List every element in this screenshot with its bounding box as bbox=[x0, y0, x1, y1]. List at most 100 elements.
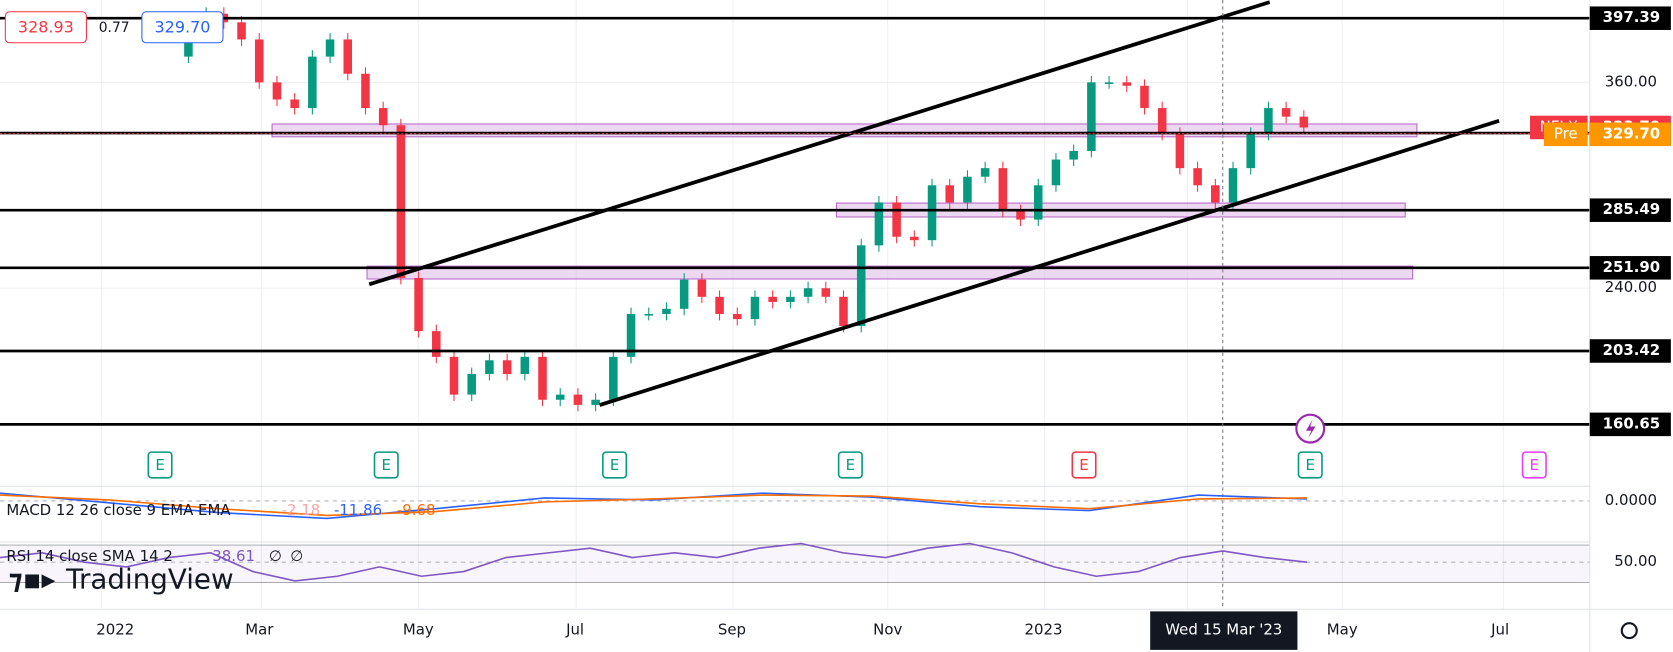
rsi-readout: ∅ bbox=[290, 547, 303, 565]
settings-icon[interactable] bbox=[1620, 622, 1638, 640]
candle bbox=[1051, 159, 1061, 186]
level-box bbox=[1589, 6, 1671, 30]
time-label: 2023 bbox=[1025, 621, 1063, 639]
candle bbox=[538, 356, 547, 400]
candle bbox=[892, 202, 901, 237]
candle bbox=[1299, 116, 1309, 128]
candle bbox=[1069, 150, 1078, 160]
candle bbox=[609, 356, 618, 400]
candle bbox=[910, 236, 919, 241]
time-label: Sep bbox=[718, 621, 746, 639]
level-label: 285.49 bbox=[1603, 200, 1661, 218]
candle bbox=[378, 108, 388, 126]
time-label: May bbox=[1327, 621, 1358, 639]
macd-readout: -2.18 bbox=[282, 501, 321, 519]
candle bbox=[750, 296, 760, 320]
candle bbox=[573, 394, 583, 405]
candle bbox=[803, 288, 813, 297]
candle bbox=[715, 296, 724, 314]
candle bbox=[254, 39, 264, 83]
spread: 0.77 bbox=[99, 20, 130, 36]
event-marker bbox=[1521, 451, 1547, 479]
candle bbox=[432, 331, 441, 357]
crosshair-box bbox=[1150, 611, 1298, 650]
candle bbox=[998, 168, 1008, 212]
candle bbox=[874, 202, 884, 246]
price-axis bbox=[1589, 0, 1673, 610]
candle bbox=[396, 125, 406, 278]
candle bbox=[290, 99, 299, 109]
event-marker bbox=[1297, 451, 1323, 479]
time-label: Jul bbox=[1490, 621, 1509, 639]
candle bbox=[1104, 82, 1114, 84]
macd-tick-label: 0.0000 bbox=[1605, 491, 1657, 509]
candle bbox=[414, 277, 423, 332]
rsi-line bbox=[0, 542, 1308, 582]
candle bbox=[697, 279, 707, 297]
ask: 329.70 bbox=[154, 17, 210, 36]
candle bbox=[821, 288, 831, 297]
logo-mark: ⁊▪▸ bbox=[9, 562, 56, 595]
grid bbox=[0, 0, 1590, 610]
candle bbox=[1246, 133, 1255, 169]
price-tick-label: 360.00 bbox=[1605, 72, 1657, 90]
price-tick-label: 240.00 bbox=[1605, 278, 1657, 296]
macd-readout: -9.68 bbox=[397, 501, 436, 519]
premarket-value: 329.70 bbox=[1603, 124, 1661, 142]
ask-box bbox=[141, 11, 224, 44]
candle bbox=[1281, 108, 1291, 117]
level-label: 203.42 bbox=[1603, 341, 1661, 359]
level-box bbox=[1589, 198, 1671, 222]
event-label: E bbox=[155, 456, 164, 474]
candle bbox=[520, 356, 530, 375]
macd-label: MACD 12 26 close 9 EMA EMA bbox=[6, 501, 231, 519]
candle bbox=[856, 245, 866, 326]
level-box bbox=[1589, 339, 1671, 363]
event-label: E bbox=[1306, 456, 1315, 474]
indicators bbox=[0, 492, 1590, 582]
macd-line bbox=[0, 492, 1308, 520]
candle bbox=[1033, 185, 1043, 220]
event-label: E bbox=[1530, 456, 1539, 474]
level-label: 251.90 bbox=[1603, 258, 1661, 276]
candle bbox=[343, 39, 353, 74]
event-label: E bbox=[382, 456, 391, 474]
candle bbox=[591, 399, 600, 405]
signal-line bbox=[0, 494, 1308, 517]
macd-readout: -11.86 bbox=[334, 501, 382, 519]
bolt bbox=[1305, 420, 1316, 439]
candle bbox=[308, 56, 317, 109]
time-label: Mar bbox=[245, 621, 274, 639]
zone bbox=[366, 265, 1414, 280]
candle bbox=[1087, 82, 1096, 151]
candle bbox=[839, 296, 848, 326]
event-marker bbox=[602, 451, 628, 479]
candle bbox=[1016, 211, 1025, 220]
time-label: May bbox=[403, 621, 434, 639]
event-marker bbox=[147, 451, 173, 479]
channel-line bbox=[599, 118, 1500, 407]
rsi-readout: 38.61 bbox=[212, 547, 255, 565]
event-label: E bbox=[846, 456, 855, 474]
event-marker bbox=[837, 451, 863, 479]
candle bbox=[1211, 185, 1220, 203]
candle bbox=[1228, 168, 1238, 203]
level-label: 160.65 bbox=[1603, 414, 1661, 432]
candle bbox=[555, 394, 565, 400]
level-box bbox=[1589, 256, 1671, 280]
event-marker bbox=[1071, 451, 1097, 479]
candle bbox=[662, 308, 671, 314]
candle bbox=[449, 356, 459, 395]
candle bbox=[733, 313, 742, 320]
candles bbox=[184, 7, 1309, 412]
rsi-label: RSI 14 close SMA 14 2 bbox=[6, 547, 172, 565]
candle bbox=[679, 279, 689, 309]
time-axis: 2022 Mar May Jul Sep Nov 2023 May Jul bbox=[96, 621, 1509, 639]
candle bbox=[1264, 108, 1273, 134]
event-label: E bbox=[610, 456, 619, 474]
axis-labels: 360.00240.00397.39330.43285.49251.90203.… bbox=[1530, 6, 1671, 570]
crosshair-label: Wed 15 Mar '23 bbox=[1165, 621, 1282, 639]
